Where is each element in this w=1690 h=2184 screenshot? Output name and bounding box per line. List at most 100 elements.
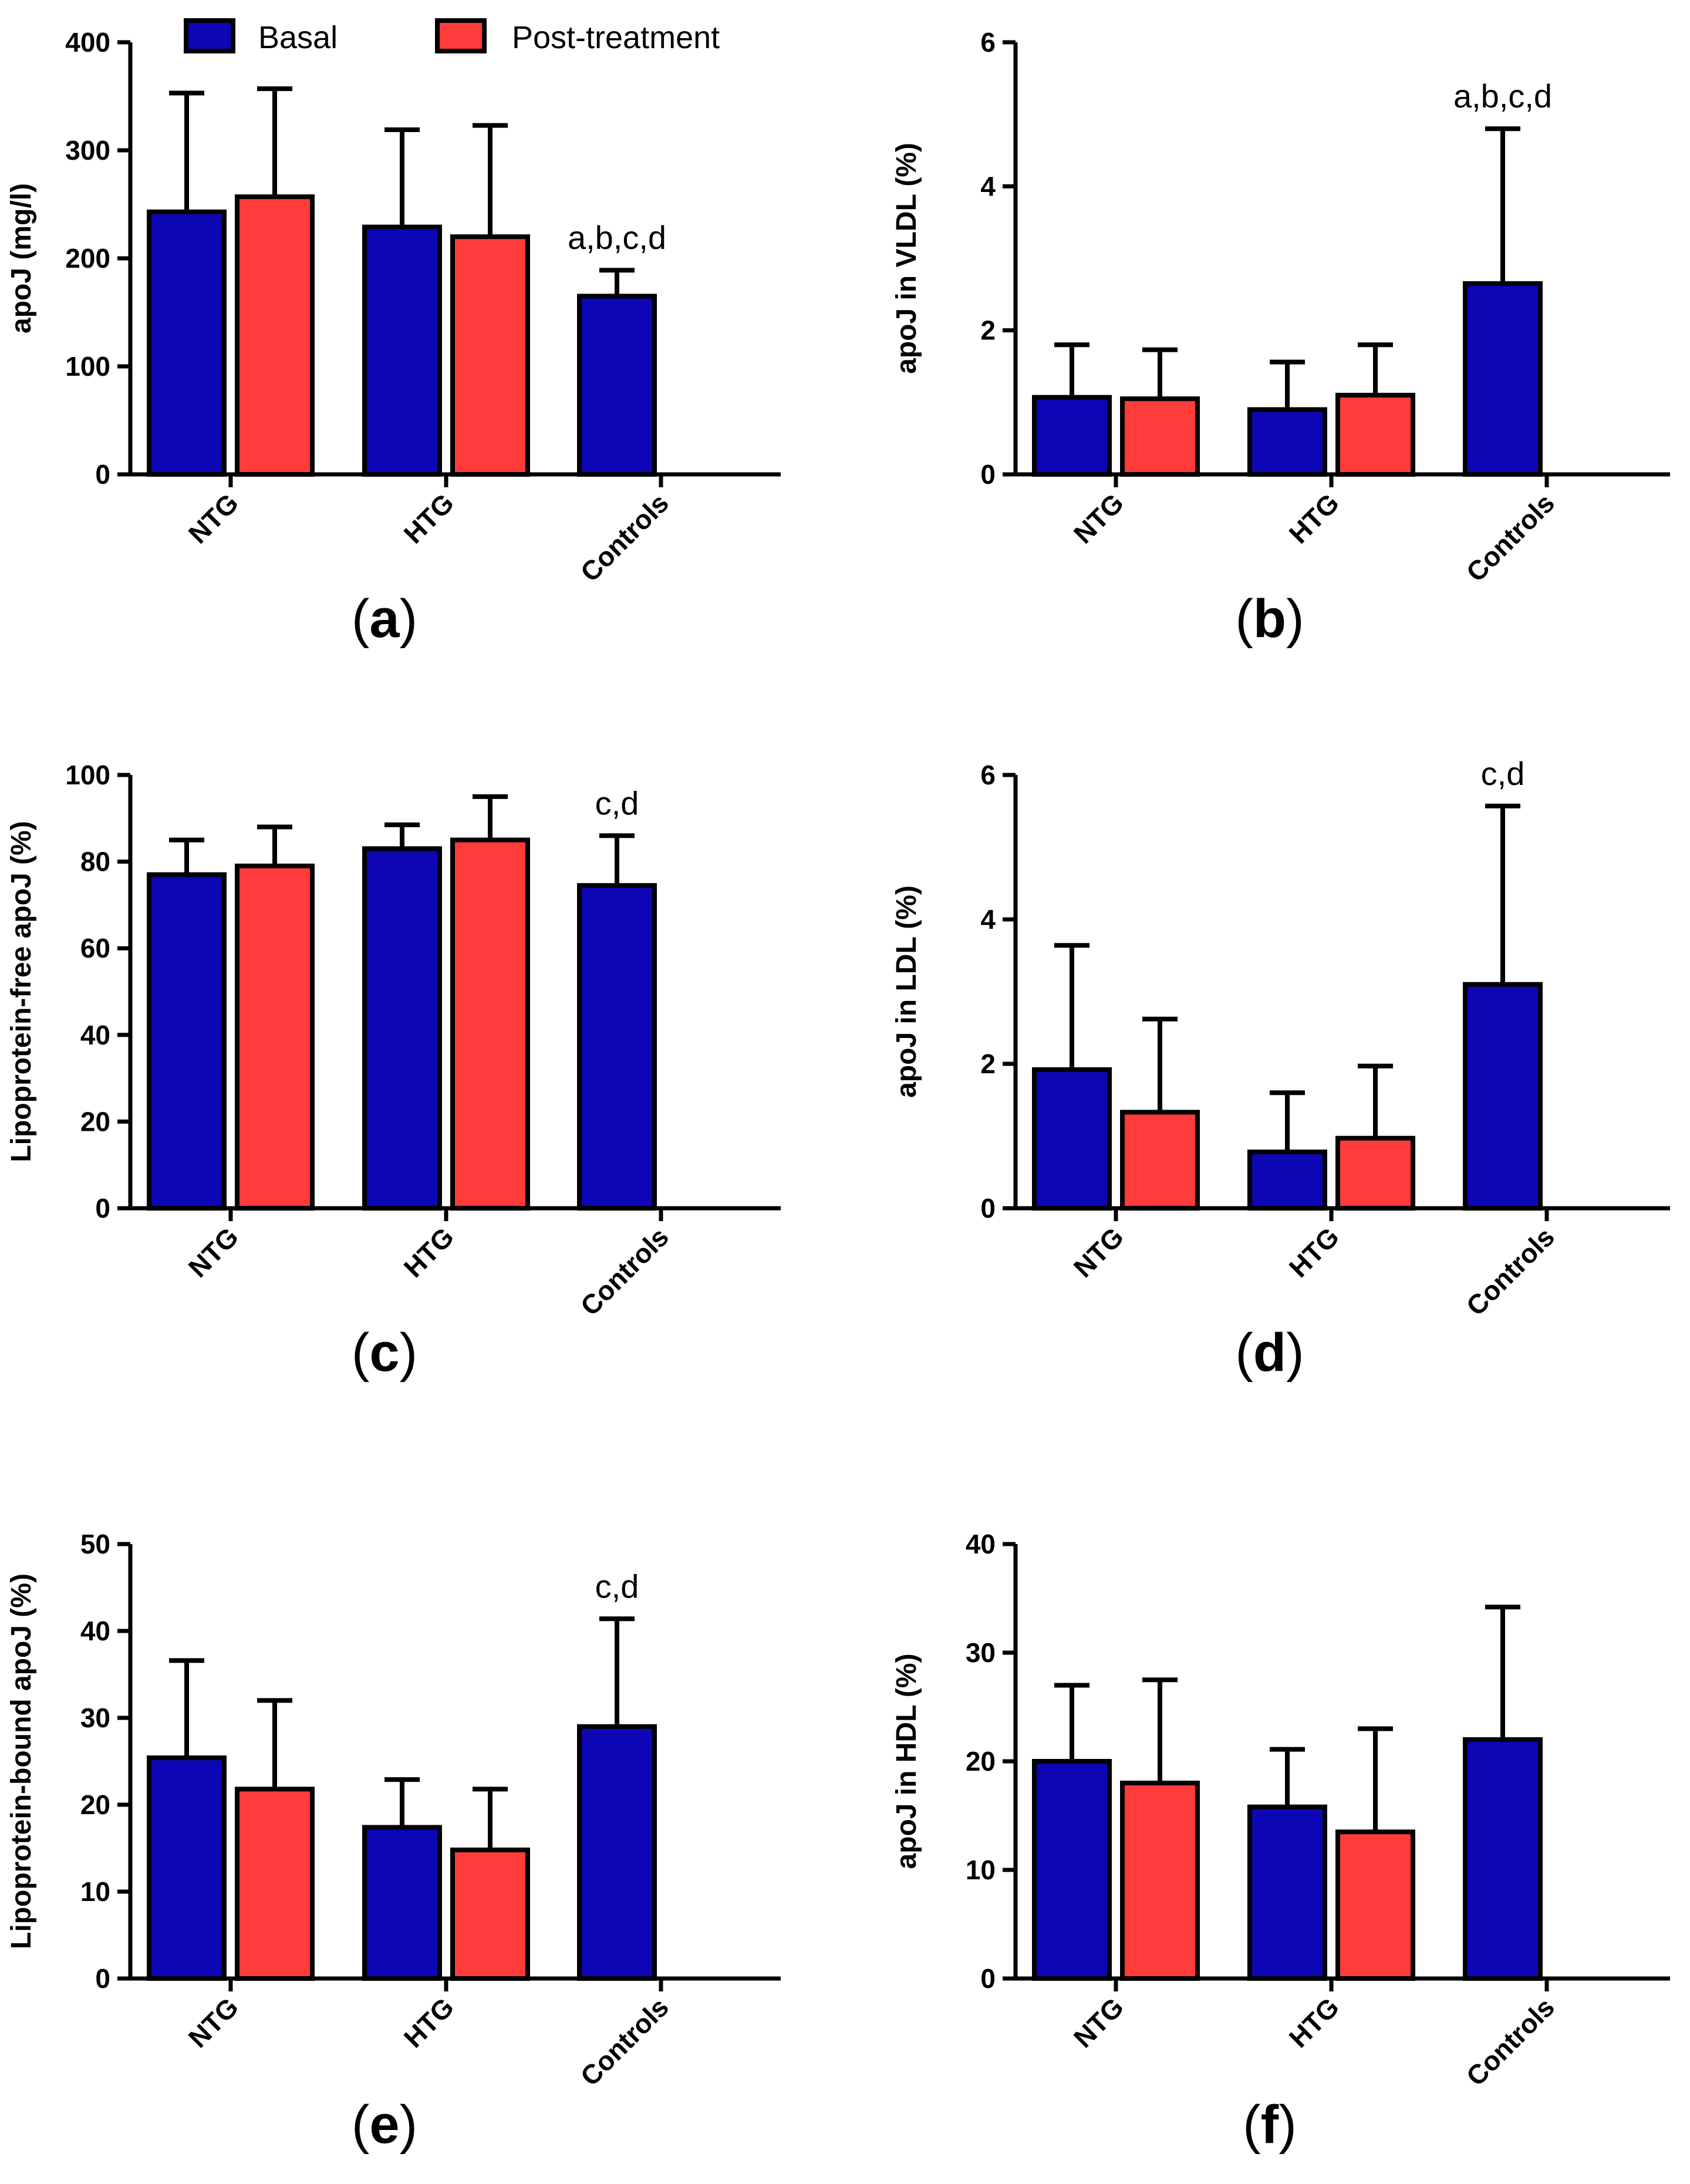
bar-post-treatment-htg [450, 837, 530, 1211]
bar-basal-ntg [147, 1755, 227, 1981]
bar-basal-htg [1247, 1150, 1327, 1211]
bar-basal-htg [362, 846, 442, 1211]
bar-basal-controls [577, 883, 657, 1211]
x-tick-label-controls: Controls [1460, 487, 1560, 587]
x-tick-label-ntg: NTG [1068, 487, 1129, 549]
y-tick-label: 30 [80, 1703, 110, 1733]
bar-basal-ntg [147, 209, 227, 477]
bar-basal-controls [577, 294, 657, 477]
bar-post-treatment-ntg [1120, 1110, 1200, 1211]
significance-annotation: c,d [595, 784, 639, 821]
x-tick-label-controls: Controls [575, 487, 674, 587]
y-axis-title: apoJ in HDL (%) [891, 1653, 922, 1869]
x-tick-label-controls: Controls [1460, 1991, 1560, 2091]
significance-annotation: c,d [595, 1568, 639, 1605]
bar-basal-htg [362, 1825, 442, 1981]
bar-basal-htg [362, 224, 442, 477]
y-tick-label: 40 [80, 1616, 110, 1646]
bar-basal-ntg [1032, 395, 1112, 477]
panel-label: (a) [352, 589, 417, 649]
y-tick-label: 20 [966, 1746, 996, 1777]
bar-basal-htg [1247, 1804, 1327, 1981]
chart-panel-a: 0 100 200 300 400 NTG HTG Controls apoJ (mg/l) a,… [6, 27, 781, 649]
x-tick-label-htg: HTG [398, 487, 460, 549]
y-tick-label: 80 [80, 847, 110, 877]
bar-basal-controls [1463, 1737, 1543, 1981]
y-tick-label: 6 [980, 27, 996, 58]
y-tick-label: 0 [95, 459, 110, 490]
y-tick-label: 100 [65, 760, 110, 790]
x-tick-label-htg: HTG [398, 1991, 460, 2053]
legend: Basal Post-treatment [184, 18, 720, 55]
bar-post-treatment-ntg [1120, 396, 1200, 477]
bar-basal-controls [1463, 982, 1543, 1211]
legend-swatch-basal [184, 18, 235, 53]
y-tick-label: 4 [980, 904, 996, 935]
x-tick-label-ntg: NTG [183, 1221, 244, 1283]
chart-panel-b: 0 2 4 6 NTG HTG Controls apoJ in VLDL (%) a,b,c,… [891, 27, 1670, 649]
panel-label: (e) [352, 2095, 417, 2155]
chart-panel-d: 0 2 4 6 NTG HTG Controls apoJ in LDL (%) c,d (d) [891, 755, 1670, 1383]
y-axis-title: apoJ (mg/l) [6, 183, 37, 333]
y-tick-label: 2 [980, 1049, 996, 1079]
y-tick-label: 40 [966, 1529, 996, 1559]
bar-post-treatment-ntg [1120, 1781, 1200, 1981]
panel-label: (f) [1243, 2095, 1297, 2155]
x-tick-label-ntg: NTG [1068, 1221, 1129, 1283]
chart-panel-f: 0 10 20 30 40 NTG HTG Controls apoJ in HDL (%) (f… [891, 1529, 1670, 2155]
y-tick-label: 4 [980, 171, 996, 201]
bar-basal-ntg [1032, 1759, 1112, 1981]
legend-swatch-post-treatment [435, 18, 487, 53]
y-tick-label: 200 [65, 243, 110, 274]
bar-post-treatment-htg [450, 234, 530, 477]
bar-post-treatment-htg [1335, 393, 1415, 477]
y-tick-label: 2 [980, 315, 996, 346]
panel-label: (b) [1235, 589, 1304, 649]
x-tick-label-htg: HTG [1283, 487, 1345, 549]
bar-basal-htg [1247, 407, 1327, 477]
bar-post-treatment-htg [450, 1847, 530, 1981]
x-tick-label-htg: HTG [398, 1221, 460, 1283]
y-tick-label: 10 [80, 1876, 110, 1907]
panel-label: (c) [352, 1323, 417, 1383]
x-tick-label-ntg: NTG [1068, 1991, 1129, 2053]
bar-post-treatment-ntg [235, 1787, 315, 1981]
bar-post-treatment-ntg [235, 194, 315, 477]
bar-basal-ntg [147, 872, 227, 1211]
y-tick-label: 0 [95, 1193, 110, 1224]
y-tick-label: 60 [80, 933, 110, 963]
y-tick-label: 10 [966, 1855, 996, 1885]
y-axis-title: Lipoprotein-free apoJ (%) [6, 821, 37, 1162]
y-tick-label: 0 [980, 1963, 996, 1994]
significance-annotation: a,b,c,d [1453, 77, 1552, 114]
y-tick-label: 0 [95, 1963, 110, 1994]
chart-panel-c: 0 20 40 60 80 100 NTG HTG Controls Lipoprotein-fr… [6, 760, 781, 1383]
x-tick-label-ntg: NTG [183, 487, 244, 549]
y-tick-label: 20 [80, 1106, 110, 1137]
x-tick-label-htg: HTG [1283, 1991, 1345, 2053]
y-tick-label: 0 [980, 459, 996, 490]
y-axis-title: apoJ in LDL (%) [891, 885, 922, 1098]
legend-label-basal: Basal [258, 20, 338, 55]
bar-basal-controls [1463, 281, 1543, 477]
x-tick-label-controls: Controls [575, 1991, 674, 2091]
y-tick-label: 100 [65, 351, 110, 382]
y-tick-label: 6 [980, 760, 996, 790]
bar-post-treatment-htg [1335, 1829, 1415, 1981]
y-tick-label: 50 [80, 1529, 110, 1559]
y-tick-label: 40 [80, 1020, 110, 1050]
significance-annotation: c,d [1481, 755, 1525, 792]
y-tick-label: 0 [980, 1193, 996, 1224]
y-axis-title: Lipoprotein-bound apoJ (%) [6, 1573, 37, 1949]
x-tick-label-htg: HTG [1283, 1221, 1345, 1283]
y-tick-label: 30 [966, 1637, 996, 1668]
panel-label: (d) [1235, 1323, 1304, 1383]
x-tick-label-controls: Controls [1460, 1221, 1560, 1321]
y-tick-label: 20 [80, 1789, 110, 1820]
significance-annotation: a,b,c,d [568, 219, 666, 256]
chart-panel-e: 0 10 20 30 40 50 NTG HTG Controls Lipoprotein-bou… [6, 1529, 781, 2155]
x-tick-label-controls: Controls [575, 1221, 674, 1321]
x-tick-label-ntg: NTG [183, 1991, 244, 2053]
